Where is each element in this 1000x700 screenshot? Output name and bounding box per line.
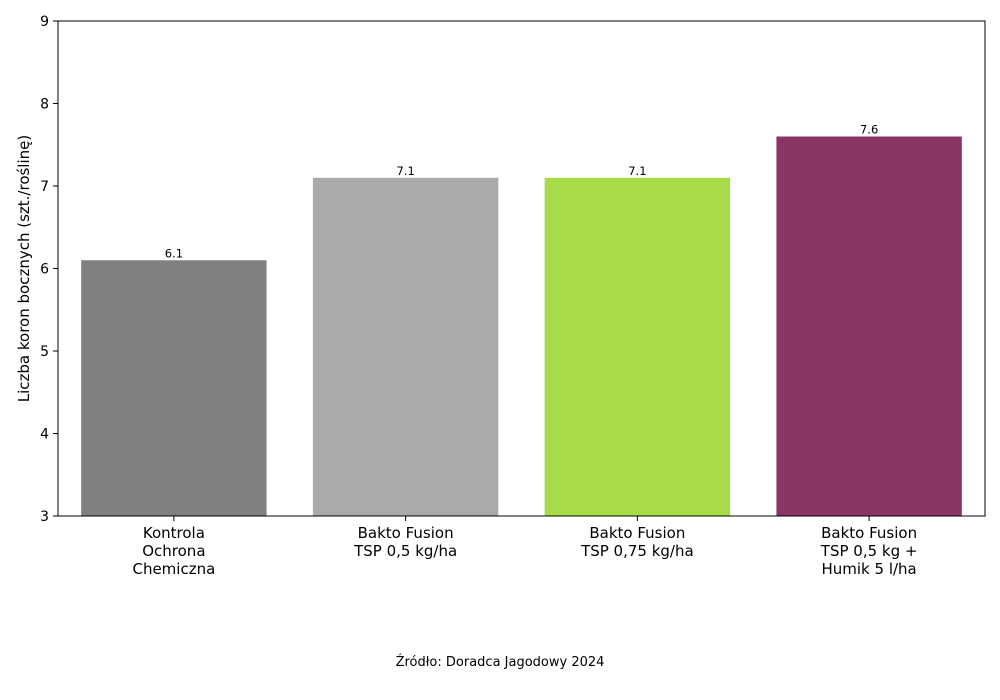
x-tick-label-line: Humik 5 l/ha [821,560,916,578]
bar-value-label: 7.1 [396,164,414,178]
y-tick-label: 9 [40,14,49,30]
source-note: Źródło: Doradca Jagodowy 2024 [395,655,605,670]
value-labels-group: 6.1 7.1 7.1 7.6 [165,123,879,261]
bar [544,177,731,516]
x-tick-label-line: Ochrona [142,542,205,560]
x-tick-label-line: Bakto Fusion [821,524,917,542]
x-tick-label: Bakto Fusion TSP 0,5 kg/ha [353,524,457,560]
y-tick-label: 4 [40,427,49,443]
x-tick-label-line: TSP 0,5 kg + [820,542,918,560]
y-axis-title: Liczba koron bocznych (szt./roślinę) [15,135,33,402]
bar [81,260,267,516]
x-tick-label-line: Bakto Fusion [358,524,454,542]
bar-value-label: 7.6 [860,123,878,137]
x-tick-label-line: Bakto Fusion [589,524,685,542]
y-axis-ticks: 3 4 5 6 7 8 9 [40,14,58,525]
y-tick-label: 8 [40,97,49,113]
x-tick-label-line: Kontrola [143,524,205,542]
x-tick-label: Bakto Fusion TSP 0,5 kg + Humik 5 l/ha [820,524,918,578]
x-tick-label-line: Chemiczna [132,560,215,578]
bar [312,177,499,516]
bar [776,136,962,516]
x-tick-label: Kontrola Ochrona Chemiczna [132,524,215,578]
x-tick-label-line: TSP 0,5 kg/ha [353,542,457,560]
y-tick-label: 6 [40,262,49,278]
y-tick-label: 3 [40,509,49,525]
x-tick-label-line: TSP 0,75 kg/ha [580,542,694,560]
bar-value-label: 7.1 [628,164,646,178]
bars-group [81,136,962,516]
y-tick-label: 7 [40,179,49,195]
bar-value-label: 6.1 [165,246,183,260]
x-tick-label: Bakto Fusion TSP 0,75 kg/ha [580,524,694,560]
y-tick-label: 5 [40,344,49,360]
